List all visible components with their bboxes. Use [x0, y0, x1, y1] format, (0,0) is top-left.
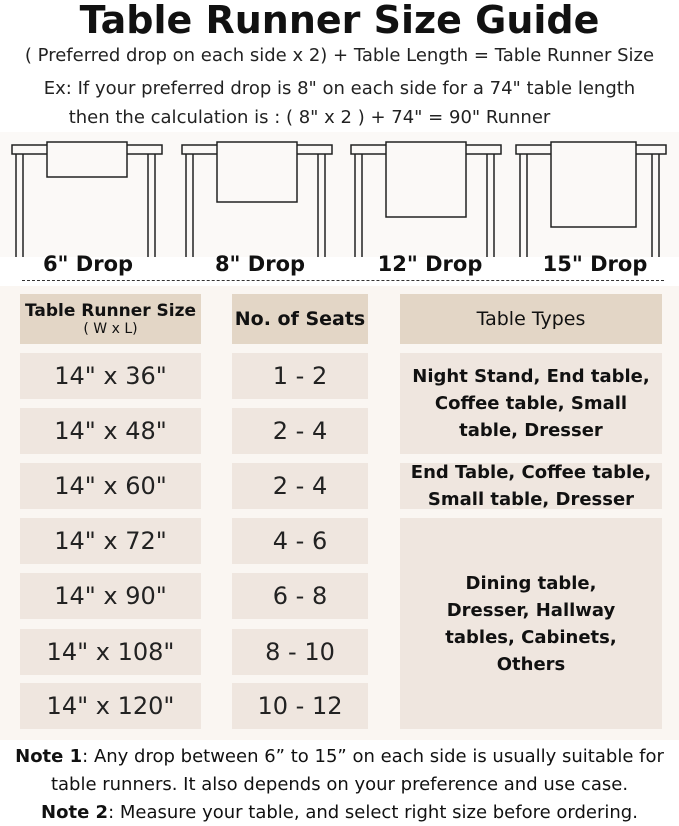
seats-cell: 6 - 8 — [232, 573, 368, 619]
seats-cell: 2 - 4 — [232, 463, 368, 509]
size-cell: 14" x 60" — [20, 463, 201, 509]
size-cell: 14" x 108" — [20, 629, 201, 675]
note-1: Note 1: Any drop between 6” to 15” on ea… — [0, 746, 679, 767]
header-seats: No. of Seats — [232, 294, 368, 344]
table-types-cell: Dining table, Dresser, Hallway tables, C… — [400, 518, 662, 729]
drop-label: 12" Drop — [377, 252, 483, 276]
drop-illustrations — [0, 132, 679, 257]
example-line-2: then the calculation is : ( 8" x 2 ) + 7… — [68, 107, 551, 128]
seats-cell: 8 - 10 — [232, 629, 368, 675]
note-text: : Measure your table, and select right s… — [108, 802, 638, 823]
drop-label: 6" Drop — [42, 252, 134, 276]
note-label: Note 1 — [15, 746, 83, 767]
formula: ( Preferred drop on each side x 2) + Tab… — [24, 45, 655, 66]
seats-cell: 1 - 2 — [232, 353, 368, 399]
table-types-cell: End Table, Coffee table, Small table, Dr… — [400, 462, 662, 510]
header-size-label: Table Runner Size — [24, 301, 197, 321]
size-cell: 14" x 120" — [20, 683, 201, 729]
seats-cell: 10 - 12 — [232, 683, 368, 729]
drop-label: 15" Drop — [542, 252, 648, 276]
note-text: table runners. It also depends on your p… — [50, 774, 629, 795]
seats-cell: 4 - 6 — [232, 518, 368, 564]
header-size-sub: ( W x L) — [83, 321, 138, 337]
size-cell: 14" x 90" — [20, 573, 201, 619]
note-text: : Any drop between 6” to 15” on each sid… — [82, 746, 664, 767]
header-types: Table Types — [400, 294, 662, 344]
note-1-cont: table runners. It also depends on your p… — [0, 774, 679, 795]
seats-cell: 2 - 4 — [232, 408, 368, 454]
page-title: Table Runner Size Guide — [79, 0, 600, 42]
header-size: Table Runner Size ( W x L) — [20, 294, 201, 344]
divider — [22, 280, 664, 281]
size-cell: 14" x 48" — [20, 408, 201, 454]
note-label: Note 2 — [41, 802, 109, 823]
example-line-1: Ex: If your preferred drop is 8" on each… — [43, 78, 636, 99]
size-cell: 14" x 72" — [20, 518, 201, 564]
table-illustration-icon — [11, 141, 667, 257]
note-2: Note 2: Measure your table, and select r… — [0, 802, 679, 823]
table-types-cell: Night Stand, End table, Coffee table, Sm… — [400, 353, 662, 454]
drop-label: 8" Drop — [214, 252, 306, 276]
size-cell: 14" x 36" — [20, 353, 201, 399]
